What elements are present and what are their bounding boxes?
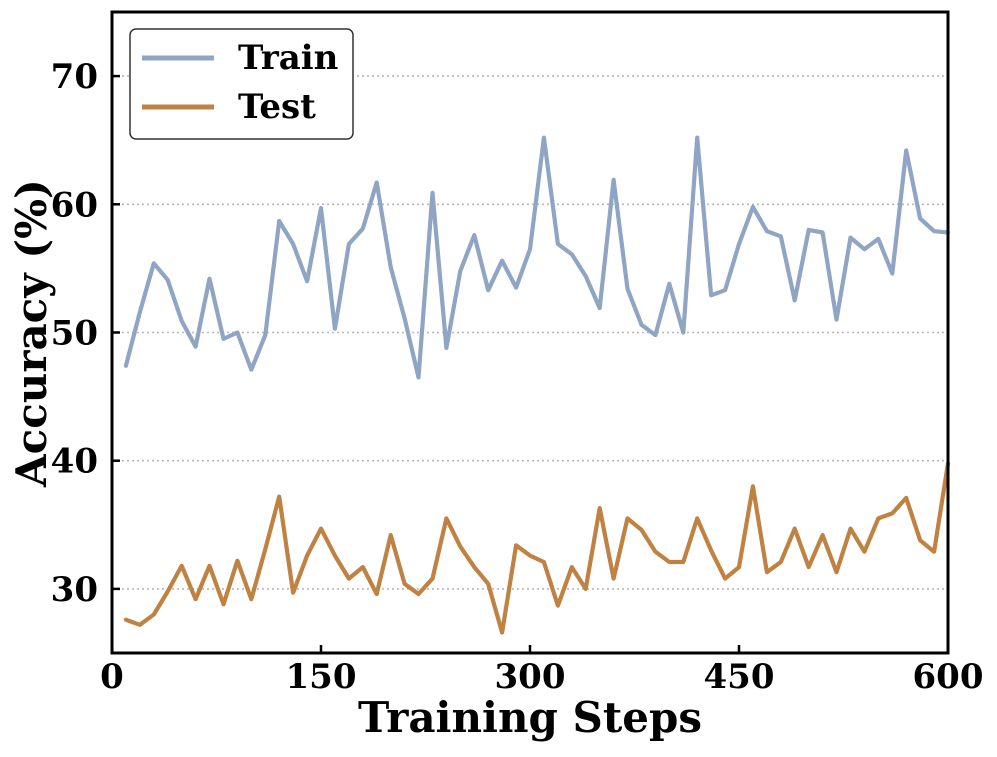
x-tick-label: 150 xyxy=(286,657,357,697)
y-tick-label: 60 xyxy=(51,185,98,225)
y-tick-label: 40 xyxy=(51,442,98,482)
x-tick-label: 300 xyxy=(495,657,566,697)
gridlines xyxy=(112,75,948,590)
legend-label-test: Test xyxy=(238,87,316,127)
y-tick-label: 30 xyxy=(51,570,98,610)
x-axis-title: Training Steps xyxy=(358,693,702,742)
x-tick-label: 600 xyxy=(913,657,984,697)
x-tick-label: 450 xyxy=(704,657,775,697)
legend-label-train: Train xyxy=(238,38,338,78)
series-line-test xyxy=(123,461,951,635)
y-tick-label: 50 xyxy=(51,314,98,354)
y-axis-title: Accuracy (%) xyxy=(7,179,56,488)
axis-ticks: 30 40 50 60 70 0 150 300 450 600 xyxy=(51,57,984,697)
series-line-train xyxy=(123,135,951,380)
series-lines xyxy=(123,135,951,635)
legend: Train Test xyxy=(129,28,354,140)
x-tick-label: 0 xyxy=(100,657,124,697)
y-tick-label: 70 xyxy=(51,57,98,97)
